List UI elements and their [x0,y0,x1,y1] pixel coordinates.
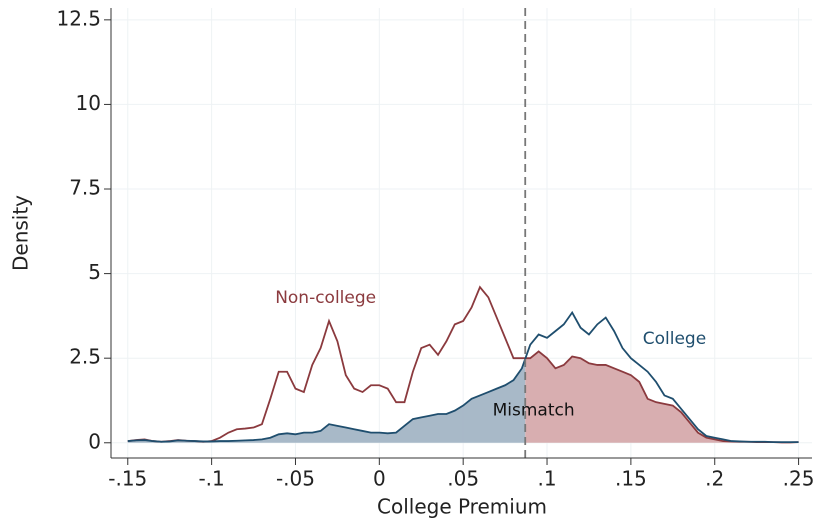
series-label: Non-college [275,288,376,308]
x-tick-label: -.05 [276,467,315,491]
y-tick-label: 10 [76,91,101,115]
x-tick-label: .05 [447,467,479,491]
x-tick-label: 0 [373,467,386,491]
shaded-area [127,358,526,443]
density-line [127,310,799,443]
y-tick-label: 12.5 [56,6,101,30]
shaded-area [525,351,799,443]
x-tick-label: .2 [705,467,724,491]
x-tick-label: .25 [783,467,815,491]
y-axis-title: Density [9,195,33,271]
x-axis-title: College Premium [377,495,547,519]
x-tick-label: -.15 [108,467,147,491]
density-line [127,285,799,444]
series-label: College [643,329,706,349]
x-tick-label: -.1 [198,467,224,491]
x-tick-label: .15 [615,467,647,491]
y-tick-label: 5 [88,260,101,284]
y-tick-label: 7.5 [69,176,101,200]
annotation: Mismatch [493,401,575,421]
x-tick-label: .1 [537,467,556,491]
y-tick-label: 0 [88,429,101,453]
y-tick-label: 2.5 [69,345,101,369]
